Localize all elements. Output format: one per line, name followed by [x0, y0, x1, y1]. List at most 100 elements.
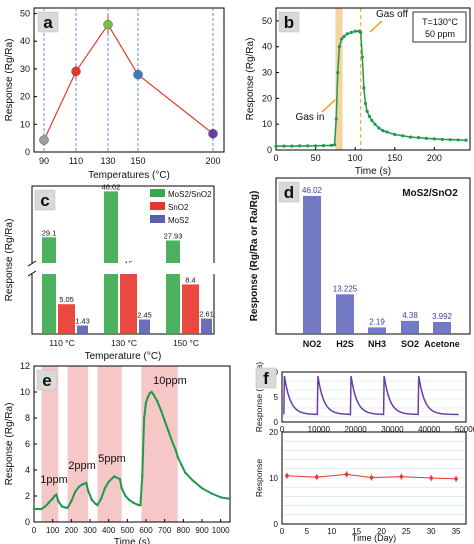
data-point [55, 493, 58, 496]
y-tick-label: 10 [262, 119, 272, 129]
panel-e: 0 2 4 6 8 10 12 0 100 200 300 400 500 600 700 800 900 100… [4, 361, 231, 544]
annotation-5ppm: 5ppm [98, 453, 126, 465]
x-tick-label: 15 [352, 527, 361, 536]
legend-swatch-0 [150, 189, 165, 197]
y-tick-label: 10 [20, 387, 30, 397]
data-point [118, 477, 122, 481]
data-point-200 [208, 128, 218, 139]
bar-Acetone [433, 322, 451, 334]
x-tick-label: 200 [427, 153, 442, 163]
x-tick-label: 30000 [381, 425, 404, 434]
x-tick-label: 0 [273, 153, 278, 163]
bar-MoS2-1 [139, 319, 150, 334]
data-point [163, 419, 166, 422]
data-point [124, 494, 127, 498]
data-point [429, 476, 433, 480]
data-point [146, 396, 150, 399]
bar-value-label: 13.225 [333, 284, 358, 293]
annotation-gas-in: Gas in [296, 112, 325, 123]
data-point [329, 143, 334, 147]
data-point-150 [133, 69, 143, 80]
x-tick-label: 40000 [418, 425, 441, 434]
x-tick-label: 0 [280, 527, 285, 536]
data-point [85, 481, 88, 485]
data-point [336, 70, 340, 75]
data-point [86, 489, 90, 492]
data-point [353, 29, 357, 33]
data-point [401, 134, 405, 138]
data-point [432, 137, 436, 141]
bar-MoS2/SnO2-1 [104, 191, 118, 334]
y-tick-label: 10 [20, 119, 30, 129]
bar-H2S [336, 294, 354, 334]
y-tick-label: 50 [20, 9, 30, 19]
x-tick-label: 200 [205, 156, 220, 166]
data-point [315, 475, 319, 479]
data-point [274, 144, 278, 148]
x-tick-label: 30 [427, 527, 436, 536]
gas-in-arrow [321, 99, 336, 113]
y-tick-label: 30 [20, 64, 30, 74]
data-point [448, 138, 452, 142]
data-point [148, 392, 151, 395]
x-tick-label: 20000 [344, 425, 367, 434]
y-tick-label: 20 [20, 92, 30, 102]
series-line [276, 30, 467, 147]
x-tick-label: 500 [121, 526, 135, 535]
bar-value-label: 27.93 [164, 231, 183, 240]
data-point [282, 144, 286, 148]
y-tick-label: 4 [25, 465, 30, 475]
panel-letter: c [40, 191, 49, 210]
data-point [51, 497, 54, 500]
y-tick-label: 20 [269, 428, 278, 437]
data-point [120, 487, 123, 490]
plot-frame-bottom [281, 431, 467, 525]
x-tick-label: 150 [387, 153, 402, 163]
annotation-gas-off: Gas off [376, 9, 408, 20]
x-tick-label: 90 [39, 156, 49, 166]
data-point [365, 109, 369, 113]
series-line [43, 23, 214, 141]
plot-frame-top [281, 371, 467, 423]
x-tick-label: 130 °C [111, 338, 137, 348]
data-point [285, 473, 289, 478]
x-tick-label: 5 [305, 527, 310, 536]
y-axis-label: Response (Rg/Ra) [245, 38, 256, 121]
x-tick-label: 20 [377, 527, 386, 536]
legend-label-1: SnO2 [168, 203, 189, 212]
panel-a: 0 10 20 30 40 50 90 110 130 150 200 Temperatures (°… [4, 7, 225, 181]
x-axis-label: Time (s) [114, 537, 150, 544]
y-tick-label: 6 [25, 439, 30, 449]
data-point [139, 503, 142, 507]
data-point [159, 409, 163, 412]
data-point [131, 501, 135, 504]
x-tick-label: 1000 [212, 526, 230, 535]
plot-frame [33, 7, 225, 153]
x-tick-label: 35 [452, 527, 461, 536]
x-tick-label: 110 °C [49, 338, 74, 348]
x-tick-label: Acetone [424, 339, 460, 349]
x-axis-label: Time (Day) [352, 533, 396, 543]
data-point-90 [39, 135, 49, 145]
y-tick-label: 10 [269, 474, 278, 483]
x-tick-label: 100 [46, 526, 60, 535]
y-axis-label: Response (Rg/Ra) [4, 403, 15, 486]
legend-concentration: 50 ppm [425, 29, 455, 39]
y-axis-label: Response (Rg/Ra) [4, 39, 15, 122]
data-point [409, 135, 413, 139]
y-tick-label: 5 [274, 393, 279, 402]
data-point [344, 472, 349, 477]
exposure-band-0 [41, 366, 59, 522]
panel-letter-box [278, 11, 300, 33]
data-point [440, 137, 444, 142]
x-tick-label: 900 [195, 526, 209, 535]
data-point-130 [103, 19, 113, 30]
data-point [90, 498, 94, 502]
panel-letter-box [255, 367, 277, 389]
data-point [40, 507, 43, 511]
bar-value-label: 1.43 [75, 317, 90, 326]
legend-swatch-1 [150, 202, 165, 210]
data-point [359, 30, 363, 35]
data-point [137, 503, 140, 507]
data-point [381, 129, 385, 133]
